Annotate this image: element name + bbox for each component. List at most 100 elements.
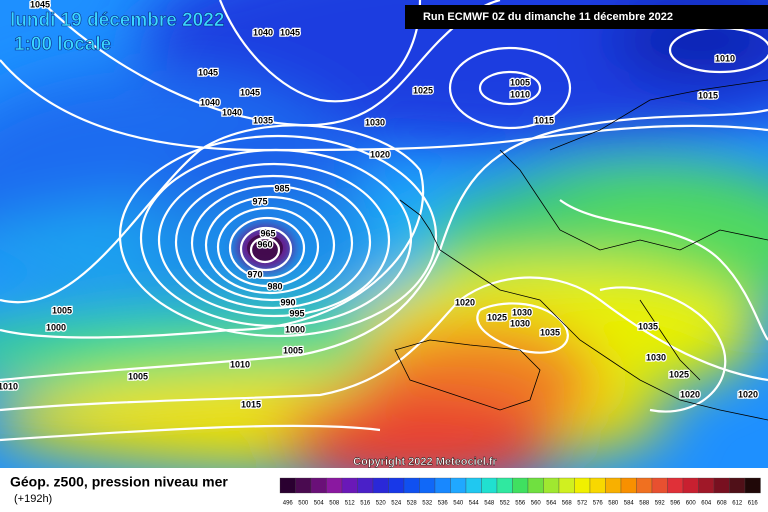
level-label: 600 — [686, 501, 697, 507]
isobar-label: 1040 — [253, 27, 273, 37]
isobar-label: 1020 — [455, 297, 475, 307]
isobar-label: 1010 — [510, 89, 530, 99]
isobar-label: 1000 — [285, 324, 305, 334]
level-label: 544 — [469, 501, 480, 507]
color-swatch — [682, 477, 699, 494]
level-label: 588 — [639, 501, 650, 507]
isobar-label: 1005 — [52, 305, 72, 315]
color-swatch — [543, 477, 560, 494]
isobar-label: 1015 — [698, 90, 718, 100]
isobar-label: 980 — [267, 281, 282, 291]
level-label: 528 — [407, 501, 418, 507]
isobar-label: 1045 — [198, 67, 218, 77]
isobar-label: 1005 — [128, 371, 148, 381]
level-label: 604 — [701, 501, 712, 507]
isobar-label: 1035 — [540, 327, 560, 337]
color-swatch — [558, 477, 575, 494]
run-info: Run ECMWF 0Z du dimanche 11 décembre 202… — [423, 11, 673, 23]
color-swatch — [698, 477, 715, 494]
color-swatch — [744, 477, 761, 494]
color-swatch — [636, 477, 653, 494]
color-swatch — [651, 477, 668, 494]
level-label: 524 — [391, 501, 402, 507]
date: lundi 19 décembre 2022 — [10, 10, 224, 31]
isobar-label: 1020 — [738, 389, 758, 399]
color-swatch — [667, 477, 684, 494]
isobar-label: 1035 — [638, 321, 658, 331]
level-label: 508 — [329, 501, 340, 507]
color-swatch — [388, 477, 405, 494]
level-label: 520 — [376, 501, 387, 507]
level-label: 500 — [298, 501, 309, 507]
run-banner — [405, 5, 768, 29]
isobar-label: 1035 — [253, 115, 273, 125]
isobar-label: 985 — [274, 183, 289, 193]
level-label: 512 — [345, 501, 356, 507]
isobar-label: 1020 — [370, 149, 390, 159]
level-label: 556 — [515, 501, 526, 507]
isobar-label: 1045 — [280, 27, 300, 37]
level-label: 536 — [438, 501, 449, 507]
isobar-label: 970 — [247, 269, 262, 279]
copyright: Copyright 2022 Meteociel.fr — [353, 456, 497, 468]
isobar-label: 1025 — [669, 369, 689, 379]
isobar-label: 1005 — [283, 345, 303, 355]
isobar-label: 1030 — [510, 318, 530, 328]
color-swatch — [295, 477, 312, 494]
level-label: 552 — [500, 501, 511, 507]
level-label: 516 — [360, 501, 371, 507]
level-label: 540 — [453, 501, 464, 507]
level-label: 580 — [608, 501, 619, 507]
color-swatch — [481, 477, 498, 494]
isobar-label: 1010 — [715, 53, 735, 63]
isobar-label: 1030 — [646, 352, 666, 362]
level-label: 548 — [484, 501, 495, 507]
color-swatch — [434, 477, 451, 494]
level-label: 612 — [732, 501, 743, 507]
isobar-label: 965 — [260, 228, 275, 238]
isobar-label: 1010 — [230, 359, 250, 369]
isobar-label: 1010 — [0, 381, 18, 391]
level-label: 532 — [422, 501, 433, 507]
isobar-label: 1020 — [680, 389, 700, 399]
color-swatch — [341, 477, 358, 494]
legend-title: Géop. z500, pression niveau mer — [10, 474, 228, 490]
color-swatch — [574, 477, 591, 494]
color-swatch — [713, 477, 730, 494]
level-label: 576 — [593, 501, 604, 507]
isobar-label: 1015 — [241, 399, 261, 409]
level-label: 560 — [531, 501, 542, 507]
level-label: 504 — [314, 501, 325, 507]
level-label: 572 — [577, 501, 588, 507]
isobar-label: 1045 — [240, 87, 260, 97]
color-swatch — [512, 477, 529, 494]
color-swatch — [465, 477, 482, 494]
coastlines — [394, 79, 768, 421]
color-swatch — [279, 477, 296, 494]
legend-subtitle: (+192h) — [14, 493, 52, 505]
color-swatch — [450, 477, 467, 494]
color-swatch — [419, 477, 436, 494]
color-swatch — [620, 477, 637, 494]
level-label: 584 — [624, 501, 635, 507]
color-swatch — [496, 477, 513, 494]
isobar-label: 1040 — [200, 97, 220, 107]
color-swatch — [357, 477, 374, 494]
level-label: 616 — [748, 501, 759, 507]
color-swatch — [729, 477, 746, 494]
level-label: 568 — [562, 501, 573, 507]
isobar-label: 975 — [252, 196, 267, 206]
color-swatch — [589, 477, 606, 494]
color-swatch — [403, 477, 420, 494]
isobar-label: 1025 — [487, 312, 507, 322]
isobars — [0, 0, 768, 442]
color-swatch — [605, 477, 622, 494]
level-label: 608 — [717, 501, 728, 507]
isobar-label: 990 — [280, 297, 295, 307]
color-swatch — [372, 477, 389, 494]
color-swatch — [527, 477, 544, 494]
isobar-label: 1015 — [534, 115, 554, 125]
isobar-label: 1005 — [510, 77, 530, 87]
